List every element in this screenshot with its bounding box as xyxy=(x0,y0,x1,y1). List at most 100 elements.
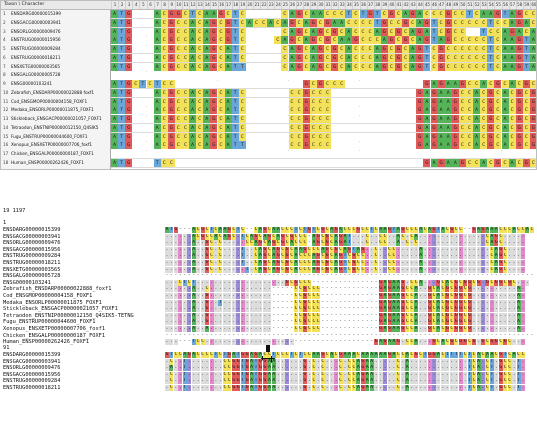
matrix-cell[interactable]: C xyxy=(522,88,530,97)
matrix-cell[interactable] xyxy=(409,88,417,97)
matrix-cell[interactable]: A xyxy=(338,18,346,27)
matrix-cell[interactable] xyxy=(132,27,140,36)
column-header[interactable]: 24 xyxy=(274,1,281,9)
matrix-cell[interactable]: C xyxy=(494,27,502,36)
matrix-cell[interactable]: G xyxy=(430,88,438,97)
matrix-cell[interactable] xyxy=(245,53,253,62)
matrix-cell[interactable]: C xyxy=(295,132,303,141)
column-header[interactable]: 56 xyxy=(501,1,509,9)
matrix-cell[interactable] xyxy=(316,158,324,167)
matrix-cell[interactable] xyxy=(380,97,388,106)
matrix-cell[interactable]: C xyxy=(295,141,303,150)
column-header[interactable]: 47 xyxy=(437,1,445,9)
matrix-cell[interactable]: A xyxy=(444,132,452,141)
matrix-cell[interactable]: C xyxy=(437,18,445,27)
matrix-cell[interactable]: A xyxy=(288,62,296,71)
column-header[interactable]: 17 xyxy=(224,1,232,9)
matrix-cell[interactable]: C xyxy=(359,27,367,36)
matrix-cell[interactable]: G xyxy=(458,80,466,88)
matrix-cell[interactable] xyxy=(146,141,154,150)
matrix-cell[interactable] xyxy=(267,158,275,167)
matrix-cell[interactable]: A xyxy=(444,123,452,132)
matrix-cell[interactable]: T xyxy=(118,158,126,167)
matrix-cell[interactable]: C xyxy=(508,123,516,132)
matrix-cell[interactable] xyxy=(331,106,339,115)
matrix-cell[interactable]: G xyxy=(295,53,303,62)
matrix-cell[interactable] xyxy=(345,106,353,115)
matrix-cell[interactable]: C xyxy=(402,53,410,62)
matrix-cell[interactable]: A xyxy=(224,132,232,141)
matrix-cell[interactable]: C xyxy=(174,88,182,97)
matrix-cell[interactable] xyxy=(380,132,388,141)
matrix-cell[interactable]: G xyxy=(331,53,339,62)
matrix-cell[interactable] xyxy=(288,71,296,80)
matrix-cell[interactable] xyxy=(139,106,147,115)
matrix-cell[interactable]: C xyxy=(522,132,530,141)
matrix-cell[interactable]: A xyxy=(331,18,339,27)
matrix-cell[interactable]: T xyxy=(231,36,239,45)
matrix-cell[interactable]: G xyxy=(125,62,133,71)
matrix-cell[interactable]: C xyxy=(174,27,182,36)
matrix-cell[interactable]: G xyxy=(380,45,388,53)
matrix-cell[interactable]: C xyxy=(466,62,473,71)
column-header[interactable]: 46 xyxy=(430,1,438,9)
matrix-cell[interactable]: A xyxy=(281,18,289,27)
matrix-cell[interactable]: C xyxy=(160,36,168,45)
matrix-cell[interactable] xyxy=(402,80,410,88)
matrix-cell[interactable]: T xyxy=(231,53,239,62)
matrix-cell[interactable]: G xyxy=(324,18,331,27)
column-header[interactable]: 10 xyxy=(174,1,182,9)
matrix-cell[interactable] xyxy=(132,88,140,97)
column-header[interactable]: 57 xyxy=(508,1,516,9)
matrix-cell[interactable] xyxy=(260,71,268,80)
matrix-cell[interactable] xyxy=(473,71,481,80)
matrix-cell[interactable]: C xyxy=(480,36,488,45)
matrix-cell[interactable]: G xyxy=(210,45,218,53)
matrix-cell[interactable]: A xyxy=(529,27,536,36)
taxon-row[interactable]: 11 Cod_ENSGMOP00000004158_FOXF1 A T G A C G C C A C… xyxy=(1,97,536,107)
matrix-cell[interactable]: A xyxy=(508,36,516,45)
matrix-cell[interactable]: C xyxy=(501,158,509,167)
matrix-cell[interactable] xyxy=(409,123,417,132)
matrix-cell[interactable]: T xyxy=(118,36,126,45)
matrix-cell[interactable]: C xyxy=(196,10,204,18)
matrix-cell[interactable] xyxy=(267,80,275,88)
matrix-cell[interactable] xyxy=(316,71,324,80)
matrix-cell[interactable]: C xyxy=(182,45,189,53)
matrix-cell[interactable]: C xyxy=(387,45,395,53)
matrix-cell[interactable]: C xyxy=(174,62,182,71)
matrix-cell[interactable] xyxy=(146,27,154,36)
matrix-cell[interactable] xyxy=(281,97,289,106)
matrix-cell[interactable] xyxy=(366,158,374,167)
matrix-cell[interactable]: C xyxy=(480,62,488,71)
matrix-cell[interactable]: C xyxy=(238,132,246,141)
matrix-cell[interactable]: G xyxy=(167,97,175,106)
matrix-cell[interactable]: G xyxy=(423,158,431,167)
matrix-cell[interactable]: A xyxy=(501,62,509,71)
matrix-cell[interactable] xyxy=(402,106,410,115)
matrix-cell[interactable]: C xyxy=(217,123,225,132)
column-header[interactable]: 52 xyxy=(473,1,480,9)
matrix-cell[interactable]: C xyxy=(217,88,225,97)
matrix-cell[interactable] xyxy=(245,27,253,36)
matrix-cell[interactable]: G xyxy=(395,62,402,71)
matrix-cell[interactable]: G xyxy=(288,18,296,27)
matrix-cell[interactable] xyxy=(345,141,353,150)
matrix-cell[interactable]: A xyxy=(501,106,509,115)
matrix-cell[interactable] xyxy=(139,150,147,158)
matrix-cell[interactable]: C xyxy=(302,62,310,71)
matrix-cell[interactable]: A xyxy=(473,123,481,132)
matrix-cell[interactable]: C xyxy=(274,36,282,45)
matrix-cell[interactable] xyxy=(352,71,360,80)
matrix-cell[interactable]: G xyxy=(437,80,445,88)
matrix-cell[interactable] xyxy=(366,150,374,158)
matrix-cell[interactable]: G xyxy=(167,88,175,97)
matrix-cell[interactable]: C xyxy=(309,141,317,150)
matrix-cell[interactable] xyxy=(217,150,225,158)
matrix-cell[interactable]: T xyxy=(423,45,431,53)
matrix-cell[interactable]: C xyxy=(196,123,204,132)
matrix-cell[interactable]: G xyxy=(295,10,303,18)
matrix-cell[interactable]: G xyxy=(515,10,523,18)
matrix-cell[interactable] xyxy=(324,150,331,158)
matrix-cell[interactable]: G xyxy=(210,141,218,150)
